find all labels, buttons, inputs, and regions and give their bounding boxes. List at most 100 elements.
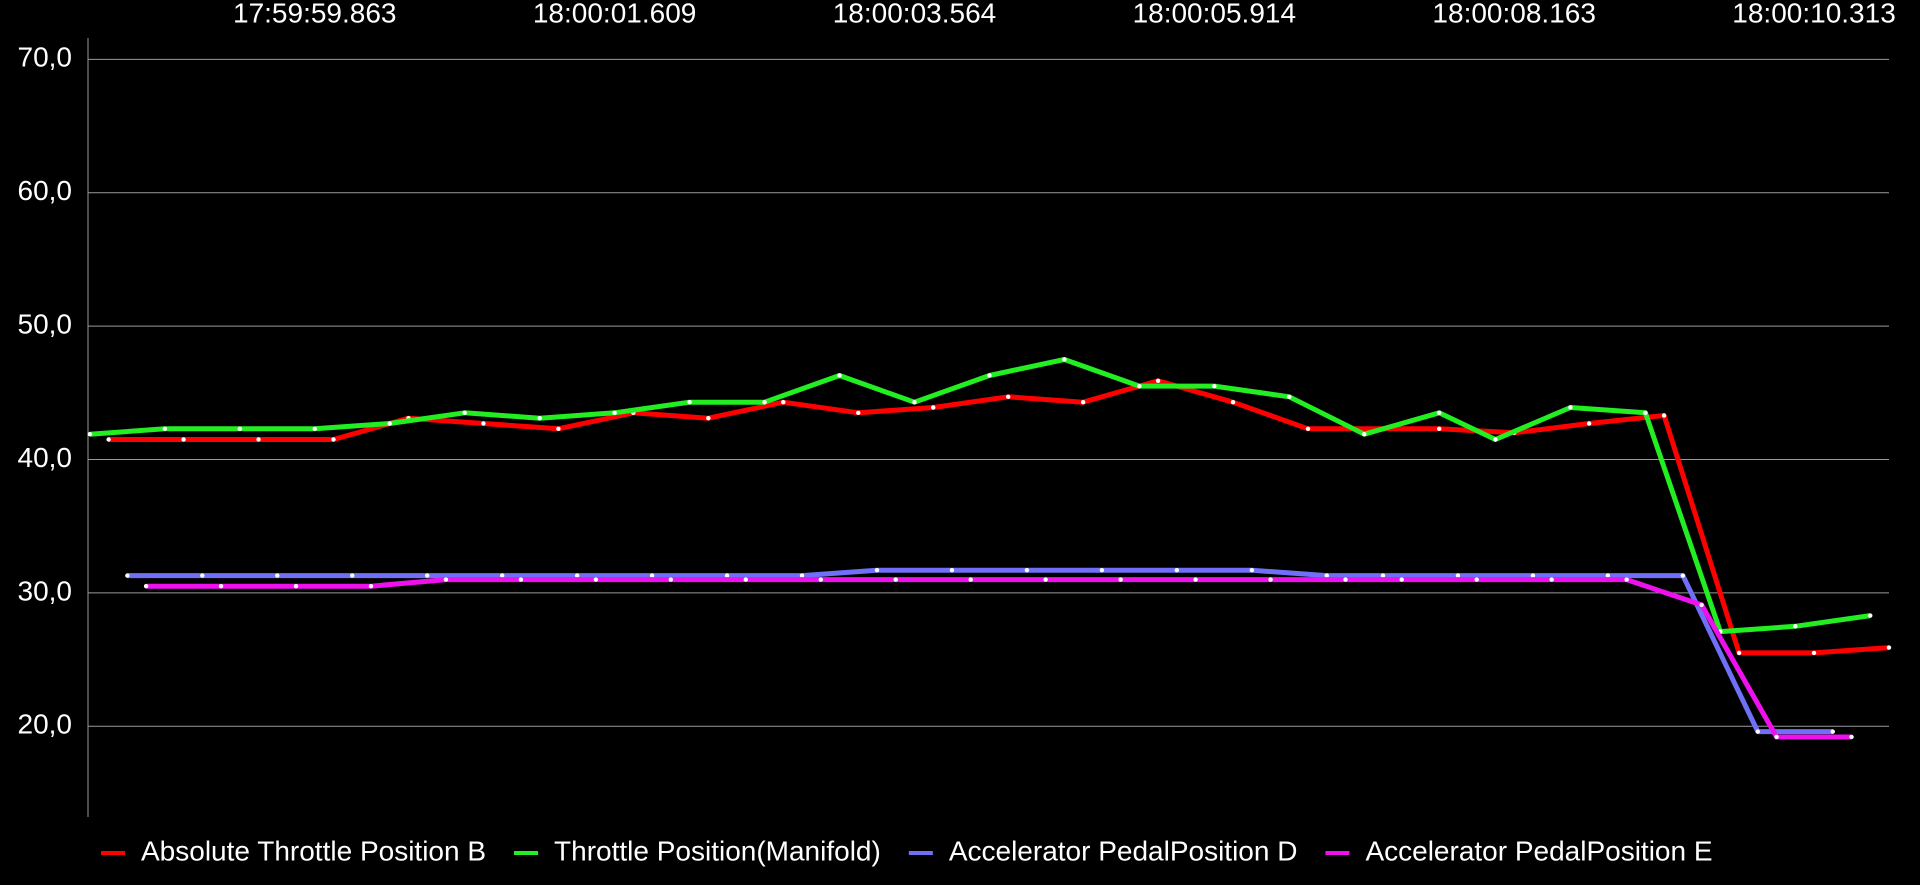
- data-point: [706, 415, 711, 421]
- x-tick-label: 17:59:59.863: [233, 0, 397, 28]
- data-point: [537, 415, 542, 421]
- data-point: [1680, 573, 1686, 578]
- data-point: [1455, 573, 1461, 578]
- series-line: [146, 577, 1852, 740]
- data-point: [1437, 410, 1442, 416]
- data-point: [949, 568, 955, 573]
- y-tick-label: 60,0: [18, 175, 73, 206]
- data-point: [1380, 573, 1386, 578]
- data-point: [743, 577, 749, 582]
- data-point: [1193, 577, 1198, 582]
- y-tick-label: 70,0: [18, 42, 73, 73]
- data-point: [668, 577, 674, 582]
- data-point: [1643, 410, 1648, 416]
- x-tick-label: 18:00:08.163: [1432, 0, 1596, 28]
- series-line: [108, 378, 1890, 656]
- data-point: [1549, 577, 1554, 582]
- data-point: [1755, 729, 1761, 734]
- data-point: [799, 573, 805, 578]
- x-tick-label: 18:00:03.564: [833, 0, 997, 28]
- data-point: [1568, 405, 1573, 410]
- data-point: [593, 577, 599, 582]
- data-point: [275, 573, 280, 578]
- data-point: [293, 584, 299, 589]
- data-point: [724, 573, 730, 578]
- legend-label: Throttle Position(Manifold): [554, 835, 881, 866]
- data-point: [1268, 577, 1273, 582]
- data-point: [1493, 437, 1498, 442]
- data-point: [1305, 426, 1311, 432]
- data-point: [1062, 357, 1067, 362]
- data-point: [368, 584, 374, 589]
- data-point: [312, 426, 317, 432]
- data-point: [1774, 734, 1779, 740]
- data-point: [1174, 568, 1180, 573]
- series-line: [127, 567, 1833, 735]
- data-point: [1230, 399, 1236, 405]
- data-point: [856, 410, 861, 416]
- data-point: [1849, 734, 1854, 740]
- data-point: [1811, 650, 1817, 656]
- data-point: [1118, 577, 1123, 582]
- data-point: [387, 421, 392, 426]
- data-point: [481, 421, 486, 426]
- data-point: [125, 573, 130, 578]
- data-point: [987, 373, 992, 378]
- data-point: [1437, 426, 1442, 432]
- data-point: [1212, 383, 1217, 389]
- data-point: [1699, 602, 1704, 608]
- data-point: [200, 573, 205, 578]
- data-point: [1024, 568, 1030, 573]
- data-point: [1586, 421, 1592, 426]
- data-point: [331, 437, 336, 442]
- data-point: [1661, 413, 1667, 418]
- data-point: [912, 399, 917, 405]
- data-point: [1793, 624, 1798, 629]
- data-point: [162, 426, 168, 432]
- data-point: [893, 577, 898, 582]
- x-tick-label: 18:00:01.609: [533, 0, 697, 28]
- data-point: [106, 437, 111, 442]
- data-point: [1624, 577, 1629, 582]
- data-point: [1137, 383, 1142, 389]
- data-point: [256, 437, 261, 442]
- data-point: [1736, 650, 1742, 656]
- data-point: [1886, 645, 1892, 650]
- data-point: [931, 405, 936, 410]
- data-point: [781, 399, 786, 405]
- data-point: [1099, 568, 1105, 573]
- data-point: [837, 373, 842, 378]
- data-point: [818, 577, 823, 582]
- data-point: [237, 426, 243, 432]
- data-point: [574, 573, 580, 578]
- data-point: [1043, 577, 1048, 582]
- data-point: [1362, 431, 1367, 437]
- data-point: [874, 568, 880, 573]
- y-tick-label: 40,0: [18, 442, 73, 473]
- data-point: [612, 410, 617, 416]
- data-point: [1324, 573, 1329, 578]
- data-point: [968, 577, 973, 582]
- data-point: [518, 577, 524, 582]
- data-point: [762, 399, 767, 405]
- data-point: [1287, 394, 1292, 400]
- data-point: [1868, 613, 1873, 618]
- x-tick-label: 18:00:05.914: [1133, 0, 1297, 28]
- data-point: [1530, 573, 1536, 578]
- data-point: [556, 426, 561, 432]
- data-point: [649, 573, 655, 578]
- data-point: [425, 573, 430, 578]
- data-point: [1343, 577, 1348, 582]
- x-tick-label: 18:00:10.313: [1732, 0, 1896, 28]
- data-point: [1005, 394, 1011, 400]
- data-point: [87, 431, 93, 437]
- data-point: [1155, 378, 1161, 384]
- data-point: [687, 399, 692, 405]
- data-point: [181, 437, 186, 442]
- data-point: [1249, 568, 1255, 573]
- y-tick-label: 50,0: [18, 309, 73, 340]
- data-point: [499, 573, 505, 578]
- data-point: [1474, 577, 1479, 582]
